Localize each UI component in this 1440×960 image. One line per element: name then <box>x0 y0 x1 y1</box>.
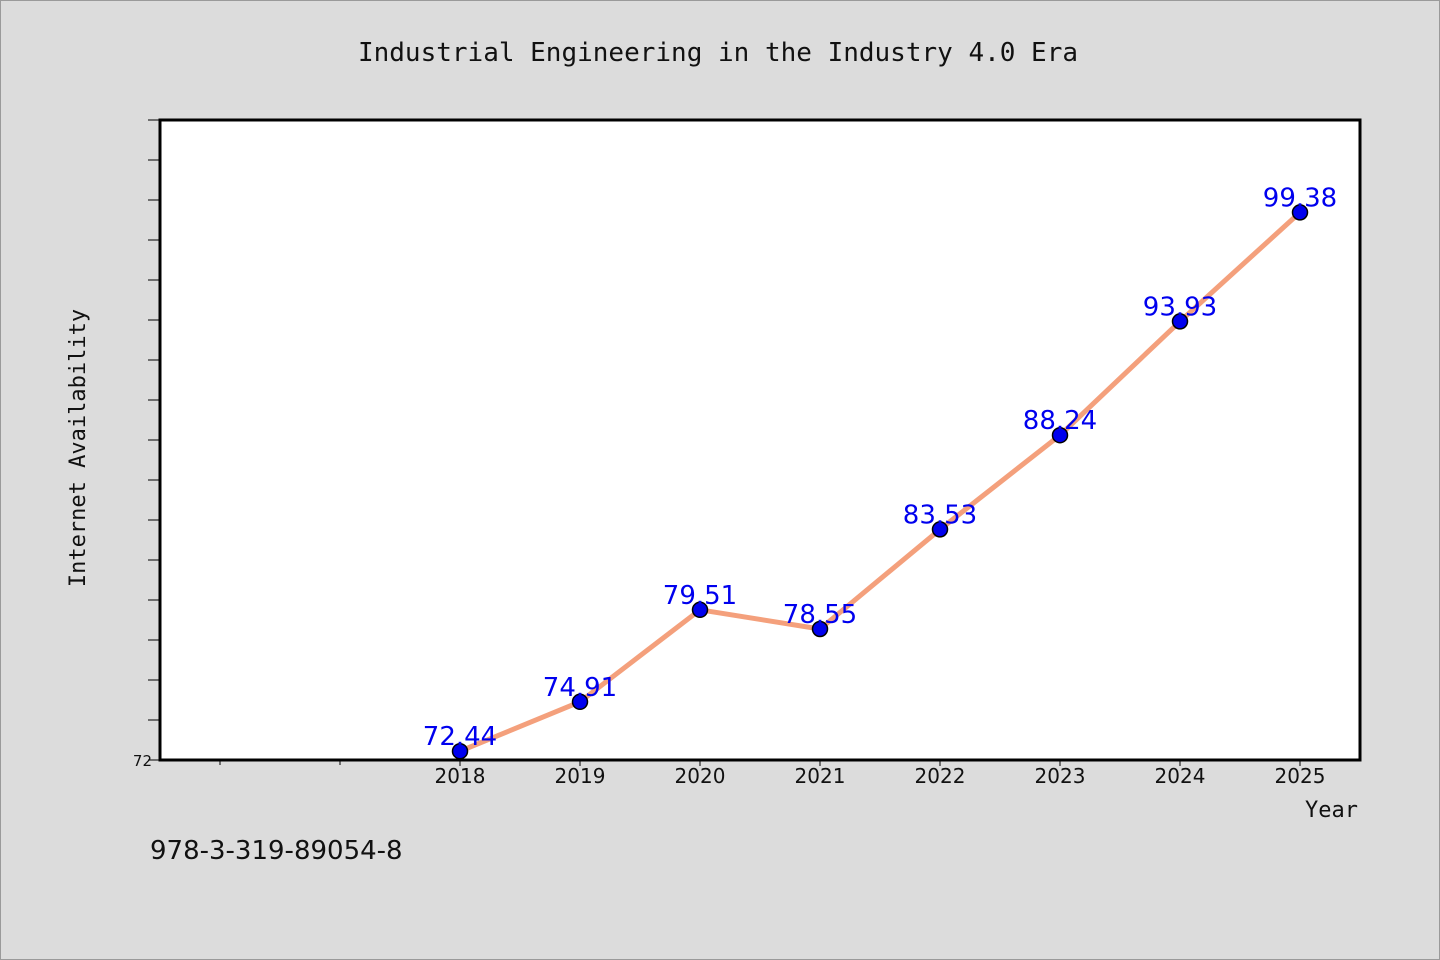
x-tick-label: 2022 <box>915 764 966 788</box>
data-label: 93.93 <box>1143 292 1217 322</box>
x-axis-label: Year <box>1305 798 1358 823</box>
data-label: 78.55 <box>783 600 857 630</box>
series-line <box>457 209 1303 754</box>
plot-area <box>158 118 1362 762</box>
x-tick-label: 2025 <box>1275 764 1326 788</box>
data-point <box>931 521 949 538</box>
data-point <box>451 742 469 760</box>
data-label: 83.53 <box>903 500 977 530</box>
data-point <box>811 620 829 638</box>
data-point <box>1291 204 1309 221</box>
data-point <box>1051 426 1069 444</box>
data-point <box>571 693 589 711</box>
x-tick-label: 2018 <box>435 764 486 788</box>
data-label: 99.38 <box>1263 183 1337 213</box>
data-label: 72.44 <box>423 722 497 752</box>
y-axis-label: Internet Availability <box>66 309 91 587</box>
data-label: 74.91 <box>543 673 617 703</box>
x-tick-label: 2023 <box>1035 764 1086 788</box>
data-label: 79.51 <box>663 581 737 611</box>
data-point <box>1171 313 1189 330</box>
x-tick-label: 2019 <box>555 764 606 788</box>
y-tick-label: 72 <box>133 752 152 770</box>
x-tick-label: 2021 <box>795 764 846 788</box>
data-point <box>691 601 709 619</box>
x-tick-label: 2020 <box>675 764 726 788</box>
x-tick-label: 2024 <box>1155 764 1206 788</box>
chart-title: Industrial Engineering in the Industry 4… <box>358 38 1078 68</box>
isbn-text: 978-3-319-89054-8 <box>150 836 403 866</box>
data-label: 88.24 <box>1023 406 1097 436</box>
